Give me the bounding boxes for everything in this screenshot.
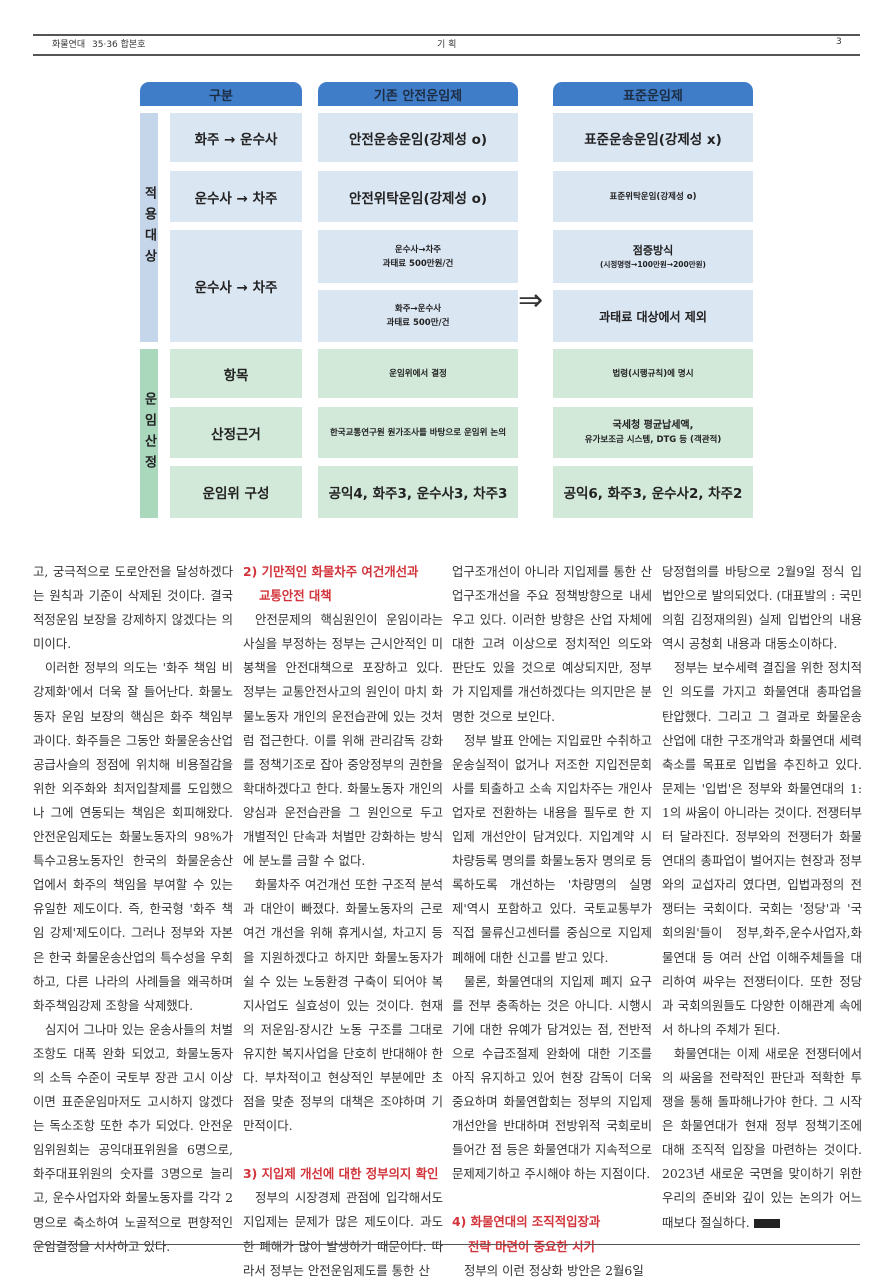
- section-heading-2: 2) 기만적인 화물차주 여건개선과 교통안전 대책: [243, 564, 419, 604]
- section-name: 기 획: [437, 40, 457, 50]
- section-heading-3: 3) 지입제 개선에 대한 정부의지 확인: [243, 1166, 439, 1182]
- row3-category: 운수사 → 차주: [170, 230, 302, 342]
- paragraph: 당정협의를 바탕으로 2월9일 정식 입법안으로 발의되었다. (대표발의 : …: [662, 564, 862, 652]
- header-bottom-rule: [33, 54, 860, 56]
- paragraph: 정부는 보수세력 결집을 위한 정치적인 의도를 가지고 화물연대 총파업을 탄…: [662, 660, 862, 1037]
- row4-standard: 법령(시행규칙)에 명시: [553, 349, 753, 398]
- table-header-standard: 표준운임제: [553, 82, 753, 106]
- row1-category: 화주 → 운수사: [170, 113, 302, 162]
- row5-standard: 국세청 평균납세액, 유가보조금 시스템, DTG 등 (객관적): [553, 407, 753, 458]
- row3-existing-b: 화주→운수사 과태료 500만/건: [318, 290, 518, 342]
- row5-category: 산정근거: [170, 407, 302, 458]
- table-header-category: 구분: [140, 82, 302, 106]
- paragraph: 화물차주 여건개선 또한 구조적 분석과 대안이 빠졌다. 화물노동자의 근로여…: [243, 877, 443, 1134]
- paragraph: 고, 궁극적으로 도로안전을 달성하겠다는 원칙과 기준이 삭제된 것이다. 결…: [33, 564, 233, 652]
- row2-existing: 안전위탁운임(강제성 ο): [318, 171, 518, 222]
- row6-category: 운임위 구성: [170, 466, 302, 518]
- paragraph: 심지어 그나마 있는 운송사들의 처벌조항도 대폭 완화 되었고, 화물노동자의…: [33, 1021, 233, 1254]
- article-column-4: 당정협의를 바탕으로 2월9일 정식 입법안으로 발의되었다. (대표발의 : …: [662, 560, 862, 1235]
- row3-standard-a: 점증방식 (시정명령→100만원→200만원): [553, 230, 753, 283]
- issue-number: 35·36 합본호: [92, 40, 146, 50]
- article-column-3: 업구조개선이 아니라 지입제를 통한 산업구조개선을 주요 정책방향으로 내세우…: [452, 560, 652, 1283]
- paragraph: 정부의 이런 정상화 방안은 2월6일: [464, 1262, 644, 1278]
- section-heading-4: 4) 화물연대의 조직적입장과 전략 마련이 중요한 시기: [452, 1214, 601, 1254]
- row1-standard: 표준운송운임(강제성 x): [553, 113, 753, 162]
- paragraph: 정부의 시장경제 관점에 입각해서도 지입제는 문제가 많은 제도이다. 과도한…: [243, 1190, 443, 1278]
- paragraph: 안전문제의 핵심원인이 운임이라는 사실을 부정하는 정부는 근시안적인 미봉책…: [243, 612, 443, 869]
- row6-existing: 공익4, 화주3, 운수사3, 차주3: [318, 466, 518, 518]
- row2-standard: 표준위탁운임(강제성 ο): [553, 171, 753, 222]
- publication-name: 화물연대: [52, 40, 86, 50]
- article-column-2: 2) 기만적인 화물차주 여건개선과 교통안전 대책 안전문제의 핵심원인이 운임…: [243, 560, 443, 1283]
- row5-existing: 한국교통연구원 원가조사를 바탕으로 운임위 논의: [318, 407, 518, 458]
- group-label-applicability: 적용대상: [140, 113, 158, 342]
- paragraph: 화물연대는 이제 새로운 전쟁터에서의 싸움을 전략적인 판단과 적확한 투쟁을…: [662, 1045, 862, 1230]
- table-header-existing: 기존 안전운임제: [318, 82, 518, 106]
- arrow-icon: ⇒: [518, 283, 544, 318]
- page-number: 3: [836, 37, 842, 47]
- paragraph: 정부 발표 안에는 지입료만 수취하고 운송실적이 없거나 저조한 지입전문회사…: [452, 732, 652, 965]
- row1-existing: 안전운송운임(강제성 ο): [318, 113, 518, 162]
- paragraph: 업구조개선이 아니라 지입제를 통한 산업구조개선을 주요 정책방향으로 내세우…: [452, 564, 652, 724]
- row6-standard: 공익6, 화주3, 운수사2, 차주2: [553, 466, 753, 518]
- row4-category: 항목: [170, 349, 302, 398]
- footer-rule: [33, 1244, 860, 1245]
- header-top-rule: [33, 34, 860, 36]
- article-column-1: 고, 궁극적으로 도로안전을 달성하겠다는 원칙과 기준이 삭제된 것이다. 결…: [33, 560, 233, 1259]
- paragraph: 이러한 정부의 의도는 '화주 책임 비강제화'에서 더욱 잘 들어난다. 화물…: [33, 660, 233, 1013]
- row3-existing-a: 운수사→차주 과태료 500만원/건: [318, 230, 518, 283]
- row2-category: 운수사 → 차주: [170, 171, 302, 222]
- paragraph: 물론, 화물연대의 지입제 폐지 요구를 전부 충족하는 것은 아니다. 시행시…: [452, 973, 652, 1182]
- group-label-calculation: 운임산정: [140, 349, 158, 518]
- row4-existing: 운임위에서 결정: [318, 349, 518, 398]
- row3-standard-b: 과태료 대상에서 제외: [553, 290, 753, 342]
- end-mark-logo-icon: [753, 1218, 780, 1228]
